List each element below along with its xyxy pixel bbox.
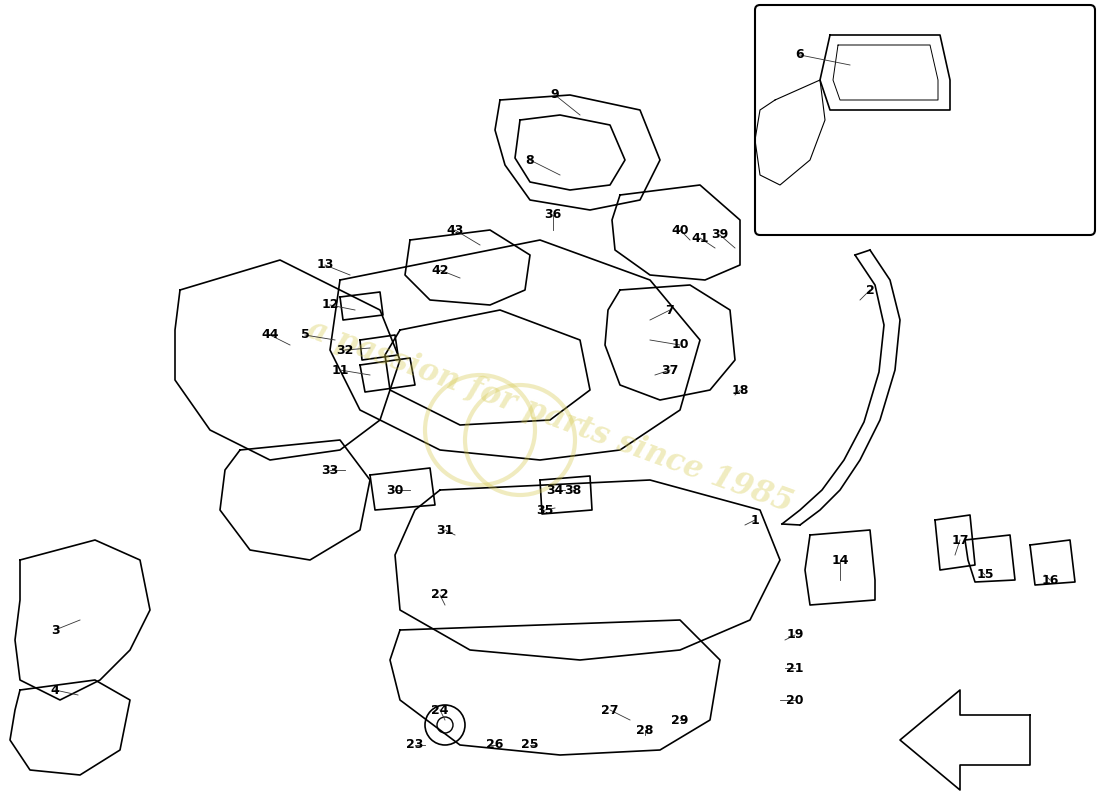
Text: 10: 10 bbox=[671, 338, 689, 351]
Text: 8: 8 bbox=[526, 154, 535, 166]
Text: 13: 13 bbox=[317, 258, 333, 271]
Text: 35: 35 bbox=[537, 503, 553, 517]
Text: 41: 41 bbox=[691, 231, 708, 245]
Text: 12: 12 bbox=[321, 298, 339, 311]
Text: 15: 15 bbox=[977, 569, 993, 582]
Text: 2: 2 bbox=[866, 283, 874, 297]
Text: 19: 19 bbox=[786, 629, 804, 642]
Text: 30: 30 bbox=[386, 483, 404, 497]
Text: 17: 17 bbox=[952, 534, 969, 546]
Text: 32: 32 bbox=[337, 343, 354, 357]
Text: 39: 39 bbox=[712, 229, 728, 242]
Text: 5: 5 bbox=[300, 329, 309, 342]
Text: 29: 29 bbox=[671, 714, 689, 726]
Text: 4: 4 bbox=[51, 683, 59, 697]
Text: 26: 26 bbox=[486, 738, 504, 751]
Text: 6: 6 bbox=[795, 49, 804, 62]
Text: 31: 31 bbox=[437, 523, 453, 537]
Text: 43: 43 bbox=[447, 223, 464, 237]
Text: 22: 22 bbox=[431, 589, 449, 602]
Text: 40: 40 bbox=[671, 223, 689, 237]
Text: 37: 37 bbox=[661, 363, 679, 377]
Text: 38: 38 bbox=[564, 483, 582, 497]
Text: 33: 33 bbox=[321, 463, 339, 477]
Text: 36: 36 bbox=[544, 209, 562, 222]
Text: 18: 18 bbox=[732, 383, 749, 397]
Text: 34: 34 bbox=[547, 483, 563, 497]
Text: a passion for parts since 1985: a passion for parts since 1985 bbox=[302, 314, 798, 518]
Text: 23: 23 bbox=[406, 738, 424, 751]
Text: 16: 16 bbox=[1042, 574, 1058, 586]
Text: 7: 7 bbox=[666, 303, 674, 317]
Text: 1: 1 bbox=[750, 514, 759, 526]
Text: 44: 44 bbox=[262, 329, 278, 342]
Text: 14: 14 bbox=[832, 554, 849, 566]
Text: 11: 11 bbox=[331, 363, 349, 377]
Text: 9: 9 bbox=[551, 89, 559, 102]
Text: 42: 42 bbox=[431, 263, 449, 277]
Text: 24: 24 bbox=[431, 703, 449, 717]
Text: 28: 28 bbox=[636, 723, 653, 737]
Text: 21: 21 bbox=[786, 662, 804, 674]
Text: 20: 20 bbox=[786, 694, 804, 706]
Text: 3: 3 bbox=[51, 623, 59, 637]
Text: 27: 27 bbox=[602, 703, 618, 717]
Text: 25: 25 bbox=[521, 738, 539, 751]
